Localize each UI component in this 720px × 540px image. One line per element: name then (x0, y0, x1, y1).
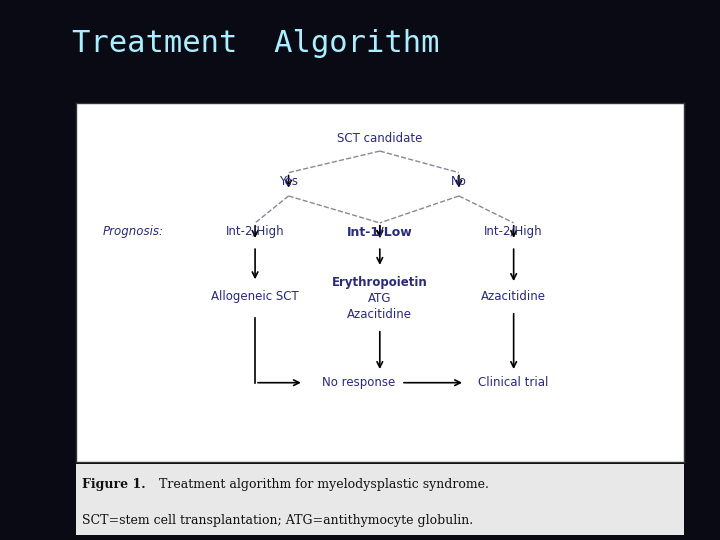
Text: Azacitidine: Azacitidine (347, 308, 413, 321)
Text: Figure 1.: Figure 1. (81, 478, 145, 491)
FancyBboxPatch shape (76, 464, 684, 535)
Text: No: No (451, 175, 467, 188)
Text: Prognosis:: Prognosis: (103, 225, 164, 238)
Text: Treatment algorithm for myelodysplastic syndrome.: Treatment algorithm for myelodysplastic … (143, 478, 488, 491)
Text: Int-2/High: Int-2/High (485, 225, 543, 238)
Text: Int-1/Low: Int-1/Low (347, 225, 413, 238)
Text: SCT=stem cell transplantation; ATG=antithymocyte globulin.: SCT=stem cell transplantation; ATG=antit… (81, 514, 473, 526)
Text: Azacitidine: Azacitidine (481, 290, 546, 303)
Text: No response: No response (322, 376, 395, 389)
Text: Clinical trial: Clinical trial (479, 376, 549, 389)
Text: SCT candidate: SCT candidate (337, 132, 423, 145)
Text: Allogeneic SCT: Allogeneic SCT (211, 290, 299, 303)
Text: Erythropoietin: Erythropoietin (332, 275, 428, 289)
Text: Yes: Yes (279, 175, 298, 188)
Text: Treatment  Algorithm: Treatment Algorithm (72, 29, 439, 58)
Text: Int-2/High: Int-2/High (226, 225, 284, 238)
Text: ATG: ATG (368, 292, 392, 305)
